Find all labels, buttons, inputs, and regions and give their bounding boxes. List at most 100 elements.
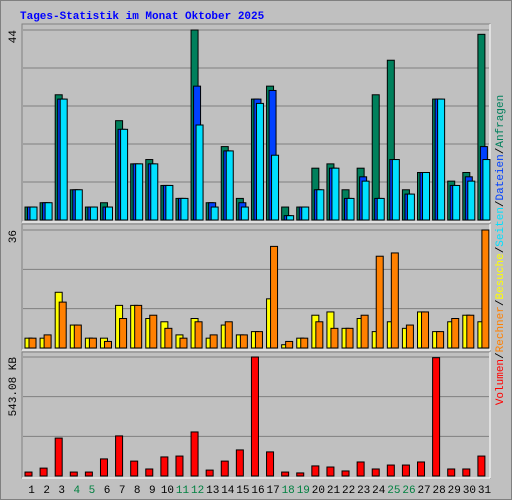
bar xyxy=(481,229,490,349)
bar xyxy=(386,464,395,477)
bar xyxy=(89,206,98,221)
bar xyxy=(405,324,414,349)
bar xyxy=(316,189,325,221)
bar xyxy=(356,461,365,477)
y-tick-label: 44 xyxy=(8,30,20,44)
x-tick-label: 30 xyxy=(463,485,476,497)
bar xyxy=(135,163,144,221)
x-tick-label: 15 xyxy=(236,485,249,497)
bar xyxy=(84,471,93,477)
legend-entry: Anfragen xyxy=(495,95,507,148)
x-tick-label: 26 xyxy=(402,485,415,497)
bar xyxy=(145,468,154,477)
x-tick-label: 27 xyxy=(417,485,430,497)
x-tick-label: 14 xyxy=(221,485,235,497)
bar xyxy=(180,197,189,221)
bar xyxy=(149,314,158,349)
bar xyxy=(134,304,143,349)
legend-entry: Dateien xyxy=(495,154,507,200)
bar xyxy=(209,334,218,349)
bar xyxy=(315,321,324,349)
bar xyxy=(361,180,370,221)
bar xyxy=(406,193,415,221)
y-tick-label: 543.08 KB xyxy=(8,357,20,417)
bar xyxy=(360,314,369,349)
x-tick-label: 18 xyxy=(282,485,295,497)
y-tick-label: 36 xyxy=(8,230,20,243)
bar xyxy=(281,471,290,477)
legend-entry: Rechner xyxy=(495,306,507,352)
x-tick-label: 5 xyxy=(89,485,96,497)
bar xyxy=(417,461,426,477)
x-tick-label: 4 xyxy=(74,485,81,497)
legend-entry: Seiten xyxy=(495,207,507,247)
bar xyxy=(401,464,410,477)
bar xyxy=(432,357,441,477)
bar xyxy=(73,324,82,349)
bar xyxy=(326,466,335,477)
bar xyxy=(119,318,128,349)
bar xyxy=(88,337,97,349)
legend-separator: / xyxy=(495,200,507,207)
x-tick-label: 21 xyxy=(327,485,341,497)
bar xyxy=(44,202,53,221)
x-tick-label: 28 xyxy=(433,485,446,497)
bar xyxy=(390,252,399,349)
bar xyxy=(270,245,279,349)
bar xyxy=(271,154,280,221)
bar xyxy=(160,456,169,477)
bar xyxy=(466,314,475,349)
bar xyxy=(345,327,354,349)
x-tick-label: 31 xyxy=(478,485,492,497)
bar xyxy=(104,206,113,221)
bar xyxy=(74,189,83,221)
bar xyxy=(311,465,320,477)
x-tick-label: 1 xyxy=(28,485,35,497)
x-tick-label: 8 xyxy=(134,485,141,497)
x-tick-label: 7 xyxy=(119,485,126,497)
bar xyxy=(437,98,446,221)
bar xyxy=(240,206,249,221)
legend: Volumen/Rechner/Besuche/Seiten/Dateien/A… xyxy=(495,95,507,405)
bar xyxy=(220,460,229,477)
bar xyxy=(120,128,129,221)
bar xyxy=(58,301,67,349)
bar xyxy=(391,159,400,221)
bar xyxy=(179,337,188,349)
bar xyxy=(190,431,199,477)
x-tick-label: 3 xyxy=(58,485,65,497)
x-tick-label: 13 xyxy=(206,485,219,497)
x-tick-label: 10 xyxy=(161,485,174,497)
legend-separator: / xyxy=(495,352,507,359)
bar xyxy=(205,469,214,477)
bar xyxy=(371,468,380,477)
bar xyxy=(477,455,486,477)
bar xyxy=(150,163,159,221)
bar xyxy=(29,206,38,221)
x-tick-label: 22 xyxy=(342,485,355,497)
bar xyxy=(451,318,460,349)
bar xyxy=(235,449,244,477)
bar xyxy=(482,159,491,221)
bar xyxy=(115,435,124,477)
x-tick-label: 29 xyxy=(448,485,461,497)
bar xyxy=(436,331,445,349)
x-tick-label: 23 xyxy=(357,485,370,497)
bar xyxy=(421,311,430,349)
bar xyxy=(39,467,48,477)
bar xyxy=(300,337,309,349)
bar xyxy=(165,184,174,221)
bar xyxy=(28,337,37,349)
bar xyxy=(210,206,219,221)
x-tick-label: 24 xyxy=(372,485,386,497)
bar xyxy=(69,471,78,477)
bar xyxy=(286,215,295,221)
bar xyxy=(266,451,275,477)
chart-title: Tages-Statistik im Monat Oktober 2025 xyxy=(20,11,265,23)
bar xyxy=(255,102,264,221)
bar xyxy=(331,167,340,221)
bar xyxy=(195,124,204,221)
bar xyxy=(285,340,294,349)
bar xyxy=(194,321,203,349)
